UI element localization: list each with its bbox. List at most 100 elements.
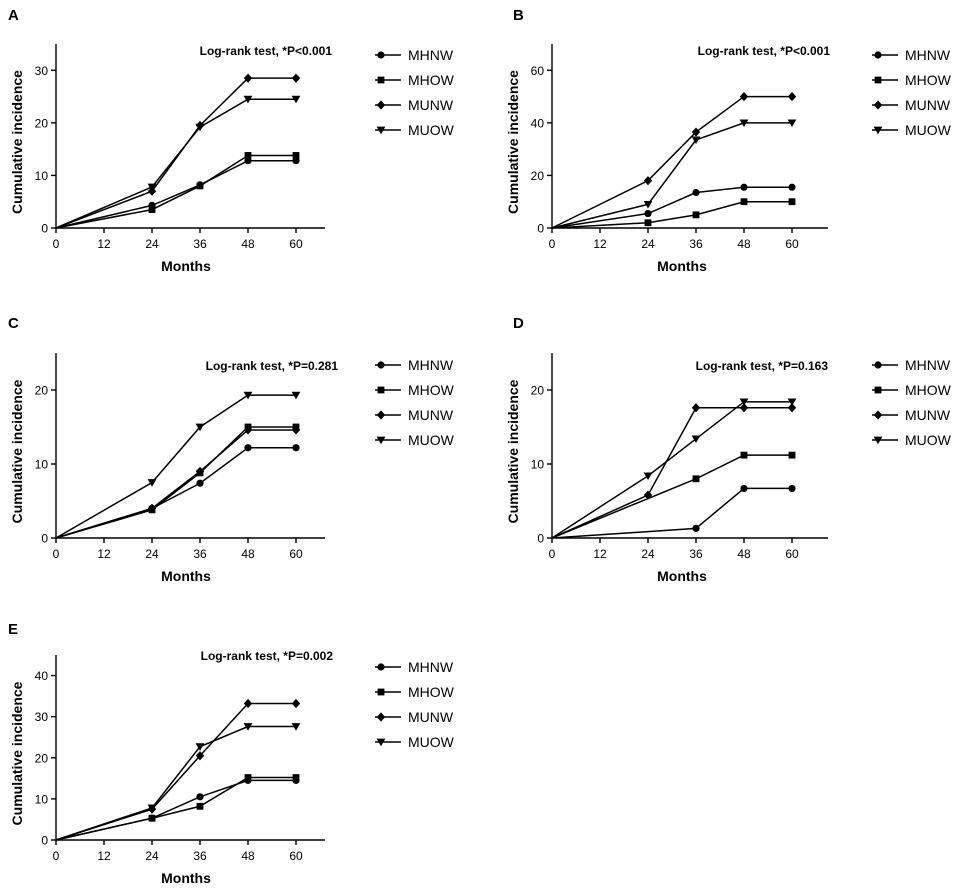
- y-tick-label: 20: [35, 116, 49, 130]
- axes: [55, 44, 325, 229]
- x-tick-label: 60: [785, 547, 799, 561]
- x-tick-label: 12: [97, 547, 111, 561]
- data-point: [740, 183, 748, 191]
- data-point: [243, 425, 253, 435]
- legend-marker: [873, 100, 883, 110]
- y-tick-label: 40: [531, 116, 545, 130]
- x-tick-label: 24: [641, 237, 655, 251]
- x-tick-label: 48: [241, 237, 255, 251]
- data-point: [292, 444, 300, 452]
- data-point: [196, 479, 204, 487]
- series-muow: [551, 398, 797, 539]
- y-tick-label: 20: [35, 751, 49, 765]
- series-line: [55, 702, 296, 841]
- axes: [55, 353, 325, 539]
- legend-label: MHNW: [408, 47, 454, 63]
- data-point: [788, 451, 796, 459]
- legend-marker: [874, 51, 882, 59]
- series-line: [551, 95, 792, 229]
- legend-label: MUOW: [408, 432, 455, 448]
- series-mhnw: [55, 776, 300, 841]
- x-tick-label: 36: [193, 849, 207, 863]
- data-point: [291, 425, 301, 435]
- data-point: [739, 398, 749, 407]
- x-tick-label: 12: [593, 237, 607, 251]
- data-point: [291, 95, 301, 104]
- data-point: [788, 484, 796, 493]
- data-point: [292, 157, 300, 165]
- log-rank-annotation: Log-rank test, *P=0.002: [201, 649, 334, 663]
- legend-marker: [874, 361, 882, 369]
- log-rank-annotation: Log-rank test, *P=0.163: [696, 359, 829, 373]
- legend-marker: [376, 126, 386, 135]
- x-axis-title: Months: [161, 568, 211, 584]
- legend-label: MUOW: [905, 432, 952, 448]
- data-point: [147, 804, 157, 813]
- panel-letter: D: [513, 315, 524, 332]
- y-axis-title: Cumulative incidence: [9, 379, 25, 523]
- data-point: [147, 479, 157, 487]
- legend-label: MHOW: [408, 684, 455, 700]
- x-tick-label: 12: [97, 237, 111, 251]
- y-tick-label: 40: [35, 669, 49, 683]
- x-tick-label: 60: [289, 849, 303, 863]
- legend-item-munw: MUNW: [872, 97, 951, 113]
- series-line: [551, 401, 792, 539]
- x-tick-label: 0: [53, 547, 60, 561]
- x-tick-label: 36: [689, 547, 703, 561]
- legend-label: MUOW: [408, 122, 455, 138]
- x-tick-label: 60: [289, 547, 303, 561]
- data-point: [787, 403, 797, 413]
- series-line: [55, 98, 296, 229]
- data-point: [196, 802, 204, 810]
- x-axis-title: Months: [161, 258, 211, 274]
- legend-item-munw: MUNW: [375, 97, 454, 113]
- legend-label: MHNW: [408, 357, 454, 373]
- data-point: [243, 723, 253, 731]
- legend-item-munw: MUNW: [375, 709, 454, 725]
- x-tick-label: 60: [785, 237, 799, 251]
- axes: [551, 353, 828, 539]
- legend-item-mhow: MHOW: [375, 684, 455, 700]
- y-tick-label: 20: [531, 384, 545, 398]
- x-tick-label: 48: [241, 849, 255, 863]
- legend-item-mhow: MHOW: [872, 382, 952, 398]
- legend-label: MUNW: [408, 407, 454, 423]
- legend-label: MHNW: [905, 357, 951, 373]
- series-muow: [55, 723, 301, 841]
- data-point: [691, 403, 701, 413]
- panel-d: D 0 10 20 0 12 24 36 48 60 Months Cumulative incide…: [505, 315, 952, 584]
- data-point: [243, 73, 253, 83]
- data-point: [691, 435, 701, 444]
- data-point: [147, 183, 157, 192]
- y-tick-label: 0: [537, 222, 544, 236]
- data-point: [195, 751, 205, 761]
- x-tick-label: 0: [549, 237, 556, 251]
- legend-item-munw: MUNW: [375, 407, 454, 423]
- y-tick-label: 10: [35, 792, 49, 806]
- legend-marker: [376, 738, 386, 747]
- x-tick-label: 36: [689, 237, 703, 251]
- x-tick-label: 12: [593, 547, 607, 561]
- y-axis-title: Cumulative incidence: [505, 379, 521, 523]
- data-point: [787, 119, 797, 128]
- log-rank-annotation: Log-rank test, *P=0.281: [206, 359, 339, 373]
- x-tick-label: 48: [737, 547, 751, 561]
- legend-item-muow: MUOW: [375, 432, 455, 448]
- series-line: [551, 122, 792, 229]
- legend-item-mhnw: MHNW: [872, 47, 951, 63]
- data-point: [244, 152, 252, 159]
- data-point: [643, 200, 653, 209]
- data-point: [243, 95, 253, 104]
- data-point: [291, 698, 301, 709]
- series-mhnw: [55, 157, 300, 229]
- data-point: [195, 743, 205, 751]
- y-tick-label: 60: [531, 64, 545, 78]
- series-mhow: [55, 423, 300, 539]
- data-point: [291, 73, 301, 83]
- series-munw: [551, 403, 797, 539]
- log-rank-annotation: Log-rank test, *P<0.001: [200, 44, 333, 58]
- series-line: [55, 394, 296, 539]
- legend-label: MHOW: [905, 72, 952, 88]
